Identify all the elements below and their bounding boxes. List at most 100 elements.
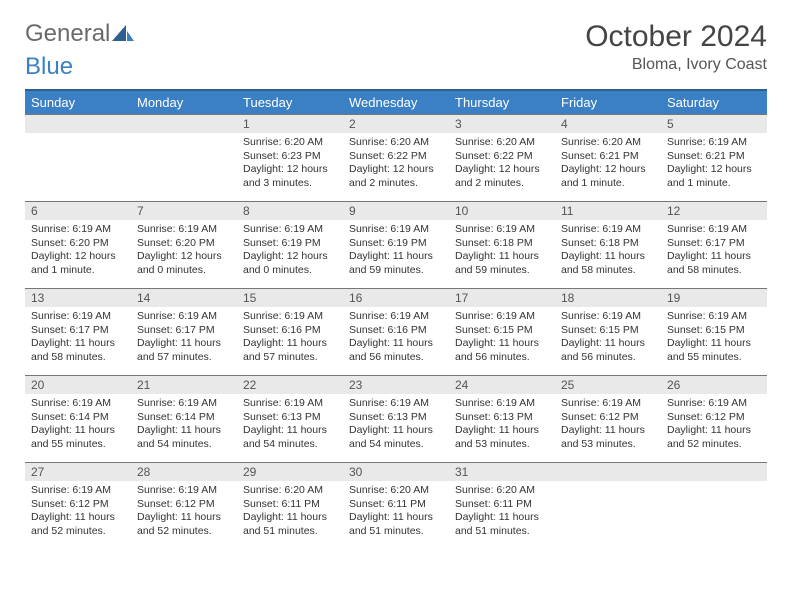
sunset: Sunset: 6:13 PM [243, 411, 337, 425]
day-info-cell: Sunrise: 6:19 AMSunset: 6:15 PMDaylight:… [555, 307, 661, 376]
sunset: Sunset: 6:17 PM [137, 324, 231, 338]
sunrise: Sunrise: 6:19 AM [349, 223, 443, 237]
dow-sat: Saturday [661, 90, 767, 115]
sunset: Sunset: 6:20 PM [137, 237, 231, 251]
sunrise: Sunrise: 6:19 AM [31, 397, 125, 411]
logo: General [25, 20, 134, 48]
day-info-cell: Sunrise: 6:19 AMSunset: 6:18 PMDaylight:… [449, 220, 555, 289]
day-number: 7 [131, 202, 237, 221]
day-info-cell: Sunrise: 6:19 AMSunset: 6:13 PMDaylight:… [237, 394, 343, 463]
sunrise: Sunrise: 6:19 AM [137, 397, 231, 411]
day-info-cell: Sunrise: 6:19 AMSunset: 6:19 PMDaylight:… [237, 220, 343, 289]
day-number: 16 [343, 289, 449, 308]
sunrise: Sunrise: 6:19 AM [667, 136, 761, 150]
dow-tue: Tuesday [237, 90, 343, 115]
dow-thu: Thursday [449, 90, 555, 115]
daylight: Daylight: 12 hours and 1 minute. [31, 250, 125, 277]
day-number-row: 13141516171819 [25, 289, 767, 308]
daylight: Daylight: 11 hours and 51 minutes. [455, 511, 549, 538]
day-number: 24 [449, 376, 555, 395]
day-info-cell: Sunrise: 6:19 AMSunset: 6:21 PMDaylight:… [661, 133, 767, 202]
sunset: Sunset: 6:21 PM [561, 150, 655, 164]
day-number: 12 [661, 202, 767, 221]
day-number: 14 [131, 289, 237, 308]
sunrise: Sunrise: 6:19 AM [455, 397, 549, 411]
sunset: Sunset: 6:19 PM [243, 237, 337, 251]
sunrise: Sunrise: 6:20 AM [349, 484, 443, 498]
day-number: 30 [343, 463, 449, 482]
month-title: October 2024 [585, 20, 767, 54]
sunrise: Sunrise: 6:19 AM [31, 484, 125, 498]
daylight: Daylight: 11 hours and 52 minutes. [137, 511, 231, 538]
day-number: 2 [343, 115, 449, 134]
sunset: Sunset: 6:12 PM [137, 498, 231, 512]
sail-icon [112, 25, 134, 43]
day-info-row: Sunrise: 6:19 AMSunset: 6:12 PMDaylight:… [25, 481, 767, 549]
day-info-cell: Sunrise: 6:20 AMSunset: 6:23 PMDaylight:… [237, 133, 343, 202]
day-info-cell: Sunrise: 6:19 AMSunset: 6:16 PMDaylight:… [343, 307, 449, 376]
day-number: 17 [449, 289, 555, 308]
calendar-page: General October 2024 Bloma, Ivory Coast … [0, 0, 792, 569]
day-info-cell: Sunrise: 6:19 AMSunset: 6:17 PMDaylight:… [131, 307, 237, 376]
sunrise: Sunrise: 6:19 AM [137, 310, 231, 324]
sunrise: Sunrise: 6:20 AM [455, 484, 549, 498]
daylight: Daylight: 12 hours and 2 minutes. [349, 163, 443, 190]
sunrise: Sunrise: 6:19 AM [667, 397, 761, 411]
sunrise: Sunrise: 6:19 AM [243, 397, 337, 411]
day-info-cell: Sunrise: 6:19 AMSunset: 6:12 PMDaylight:… [25, 481, 131, 549]
sunset: Sunset: 6:12 PM [667, 411, 761, 425]
day-number: 1 [237, 115, 343, 134]
day-number: 27 [25, 463, 131, 482]
sunset: Sunset: 6:13 PM [349, 411, 443, 425]
daylight: Daylight: 11 hours and 55 minutes. [667, 337, 761, 364]
day-number: 4 [555, 115, 661, 134]
day-number: 9 [343, 202, 449, 221]
day-info-cell: Sunrise: 6:19 AMSunset: 6:18 PMDaylight:… [555, 220, 661, 289]
day-number [25, 115, 131, 134]
day-info-cell: Sunrise: 6:19 AMSunset: 6:16 PMDaylight:… [237, 307, 343, 376]
daylight: Daylight: 11 hours and 59 minutes. [349, 250, 443, 277]
day-number-row: 6789101112 [25, 202, 767, 221]
sunrise: Sunrise: 6:19 AM [561, 223, 655, 237]
sunset: Sunset: 6:14 PM [137, 411, 231, 425]
sunset: Sunset: 6:16 PM [349, 324, 443, 338]
day-number [555, 463, 661, 482]
sunset: Sunset: 6:11 PM [349, 498, 443, 512]
daylight: Daylight: 11 hours and 54 minutes. [137, 424, 231, 451]
sunset: Sunset: 6:12 PM [561, 411, 655, 425]
day-info-cell: Sunrise: 6:20 AMSunset: 6:21 PMDaylight:… [555, 133, 661, 202]
daylight: Daylight: 12 hours and 2 minutes. [455, 163, 549, 190]
day-number [131, 115, 237, 134]
logo-text-2: Blue [25, 53, 767, 81]
day-info-cell: Sunrise: 6:19 AMSunset: 6:13 PMDaylight:… [343, 394, 449, 463]
sunset: Sunset: 6:18 PM [561, 237, 655, 251]
day-number-row: 2728293031 [25, 463, 767, 482]
day-info-row: Sunrise: 6:19 AMSunset: 6:17 PM Daylight:… [25, 307, 767, 376]
daylight: Daylight: 11 hours and 53 minutes. [561, 424, 655, 451]
daylight: Daylight: 11 hours and 56 minutes. [561, 337, 655, 364]
day-info-cell: Sunrise: 6:20 AMSunset: 6:22 PMDaylight:… [449, 133, 555, 202]
sunset: Sunset: 6:15 PM [455, 324, 549, 338]
day-info-cell: Sunrise: 6:19 AMSunset: 6:12 PMDaylight:… [661, 394, 767, 463]
daylight: Daylight: 11 hours and 52 minutes. [667, 424, 761, 451]
sunrise: Sunrise: 6:20 AM [455, 136, 549, 150]
day-number: 26 [661, 376, 767, 395]
daylight: Daylight: 11 hours and 53 minutes. [455, 424, 549, 451]
day-info-cell [661, 481, 767, 549]
day-info-cell: Sunrise: 6:19 AMSunset: 6:20 PMDaylight:… [25, 220, 131, 289]
sunset: Sunset: 6:20 PM [31, 237, 125, 251]
day-number: 8 [237, 202, 343, 221]
day-number: 20 [25, 376, 131, 395]
sunrise: Sunrise: 6:20 AM [243, 484, 337, 498]
sunset: Sunset: 6:15 PM [561, 324, 655, 338]
sunrise: Sunrise: 6:20 AM [349, 136, 443, 150]
daylight: Daylight: 11 hours and 51 minutes. [243, 511, 337, 538]
sunset: Sunset: 6:11 PM [455, 498, 549, 512]
daylight: Daylight: 11 hours and 54 minutes. [243, 424, 337, 451]
day-info-cell: Sunrise: 6:19 AMSunset: 6:14 PMDaylight:… [25, 394, 131, 463]
sunrise: Sunrise: 6:19 AM [349, 397, 443, 411]
day-number: 19 [661, 289, 767, 308]
sunrise: Sunrise: 6:20 AM [561, 136, 655, 150]
daylight: Daylight: 11 hours and 58 minutes. [31, 337, 125, 364]
day-info-cell: Sunrise: 6:19 AMSunset: 6:15 PMDaylight:… [449, 307, 555, 376]
